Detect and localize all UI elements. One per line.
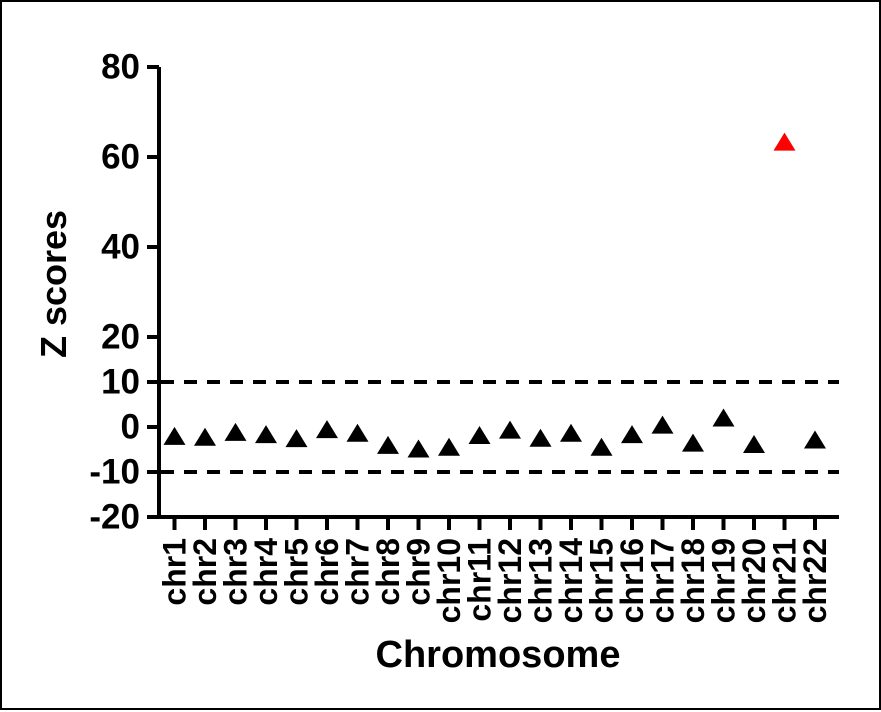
- y-tick-label: 80: [101, 48, 140, 87]
- data-point-chr1: [163, 426, 186, 445]
- x-tick-label: chr17: [645, 538, 681, 623]
- x-tick-label: chr22: [797, 538, 833, 623]
- data-point-chr11: [468, 426, 491, 444]
- data-point-chr9: [407, 439, 430, 458]
- data-point-chr17: [651, 415, 674, 434]
- x-tick-label: chr9: [401, 538, 437, 606]
- data-point-chr4: [255, 425, 277, 444]
- data-point-chr3: [224, 422, 247, 441]
- data-point-chr12: [499, 420, 521, 439]
- y-tick-label: 40: [101, 228, 140, 267]
- x-tick-label: chr13: [523, 538, 559, 623]
- x-tick-label: chr11: [462, 538, 498, 622]
- x-axis-title: Chromosome: [375, 634, 621, 676]
- x-tick-label: chr20: [736, 538, 772, 623]
- y-tick-label: 0: [121, 408, 140, 447]
- data-point-chr5: [285, 429, 308, 448]
- x-tick-label: chr14: [553, 538, 589, 624]
- x-tick-label: chr6: [309, 538, 345, 606]
- highlight-data-point-chr21: [773, 132, 796, 151]
- y-tick-label: 20: [101, 318, 140, 357]
- data-point-chr10: [438, 437, 460, 456]
- y-tick-label: 10: [101, 363, 140, 402]
- data-point-chr20: [743, 435, 765, 453]
- x-tick-label: chr4: [248, 538, 284, 606]
- y-tick-label: 60: [101, 138, 140, 177]
- x-tick-label: chr10: [431, 538, 467, 623]
- data-point-chr6: [316, 420, 338, 439]
- x-tick-label: chr18: [675, 538, 711, 623]
- x-tick-label: chr15: [584, 538, 620, 623]
- data-point-chr16: [621, 425, 643, 444]
- data-point-chr14: [560, 423, 582, 442]
- data-point-chr15: [590, 437, 613, 456]
- y-tick-label: -20: [89, 498, 140, 537]
- data-point-chr19: [712, 408, 735, 427]
- x-tick-label: chr8: [370, 538, 406, 606]
- x-tick-label: chr16: [614, 538, 650, 623]
- x-tick-label: chr12: [492, 538, 528, 623]
- x-tick-label: chr19: [706, 538, 742, 623]
- x-tick-label: chr5: [279, 538, 315, 606]
- x-tick-label: chr2: [187, 538, 223, 606]
- y-axis-title: Z scores: [33, 209, 74, 359]
- x-tick-label: chr1: [157, 538, 193, 606]
- x-tick-label: chr3: [218, 538, 254, 606]
- data-point-chr8: [377, 435, 399, 454]
- y-tick-label: -10: [89, 453, 140, 492]
- data-point-chr18: [682, 433, 704, 452]
- data-point-chr13: [529, 428, 552, 447]
- x-tick-label: chr7: [340, 538, 376, 606]
- data-point-chr2: [194, 427, 216, 446]
- x-tick-label: chr21: [767, 538, 803, 623]
- data-point-chr7: [346, 423, 369, 442]
- data-point-chr22: [804, 430, 826, 449]
